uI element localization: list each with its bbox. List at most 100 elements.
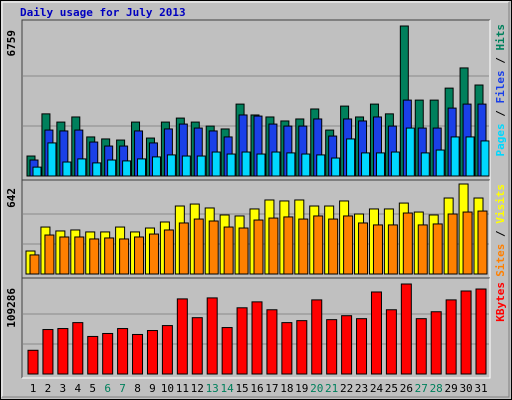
bar [430,311,442,375]
x-tick-label: 5 [89,382,96,395]
bar [286,152,296,177]
bar [372,224,383,275]
bar [74,236,85,275]
bar [62,161,72,177]
bar [475,288,487,375]
bar [151,156,161,177]
bar [226,153,236,177]
y-tick-label: 642 [5,188,18,208]
bar [251,301,263,375]
bar [102,332,114,375]
bar [296,320,308,375]
bar [236,307,248,375]
x-tick-label: 3 [60,382,67,395]
x-tick-label: 2 [45,382,52,395]
x-tick-label: 14 [221,382,235,395]
bar [208,220,219,275]
bar [47,142,57,177]
bar [206,297,218,375]
legend: Pages / Files / Hits [494,24,507,157]
bar [122,160,132,177]
legend-separator: / [494,224,507,244]
x-tick-label: 24 [370,382,384,395]
bar [356,318,368,375]
frame [21,179,490,278]
bar [27,349,39,375]
bar [161,325,173,375]
bar [313,215,324,275]
bar [435,149,445,177]
bar [44,234,55,275]
bar [447,213,458,275]
bar [72,322,84,375]
x-tick-label: 4 [74,382,81,395]
bar [196,155,206,177]
bar [59,236,70,275]
bar [223,226,234,275]
bar [465,136,475,177]
bar [193,218,204,275]
bar [402,212,413,275]
bar [241,151,251,177]
bar [326,319,338,375]
bar [178,222,189,275]
bar [450,136,460,177]
bar [385,309,397,375]
bar [119,238,130,275]
bar [238,227,249,275]
bar [281,322,293,375]
x-tick-label: 29 [445,382,458,395]
x-tick-label: 18 [280,382,293,395]
legend-separator: / [494,104,507,124]
bar [104,237,115,275]
bar [480,140,490,177]
legend: Sites / Visits [494,184,507,277]
x-tick-label: 10 [161,382,174,395]
bar [221,327,233,375]
bar [57,328,69,375]
bar [346,138,356,177]
x-tick-label: 7 [119,382,126,395]
bar [87,335,99,375]
bar [271,151,281,177]
x-tick-label: 11 [176,382,189,395]
legend-entry: Files [494,70,507,103]
bar [146,330,158,375]
bar [77,158,87,177]
bar [283,216,294,275]
bar [420,152,430,177]
bar [361,152,371,177]
y-tick-label: 6759 [5,30,18,57]
bar [298,218,309,275]
bar [445,299,457,375]
bar [117,328,129,375]
bar [343,215,354,275]
legend: KBytes [494,282,507,322]
x-tick-label: 28 [430,382,443,395]
bar [358,222,369,275]
bar [341,315,353,375]
x-tick-label: 31 [474,382,487,395]
bar [132,333,144,375]
bar [375,152,385,177]
bar [405,127,415,177]
bar [266,309,278,375]
bar [253,219,264,275]
bar [316,154,326,177]
bar [370,291,382,375]
bar [432,223,443,275]
x-tick-label: 15 [235,382,248,395]
x-tick-label: 13 [206,382,219,395]
bar [460,290,472,375]
legend-entry: KBytes [494,282,507,322]
bar [328,218,339,275]
bar [32,166,42,177]
x-tick-label: 19 [295,382,308,395]
bar [134,236,145,275]
bar [107,159,117,177]
x-tick-label: 16 [250,382,263,395]
x-tick-label: 17 [265,382,278,395]
